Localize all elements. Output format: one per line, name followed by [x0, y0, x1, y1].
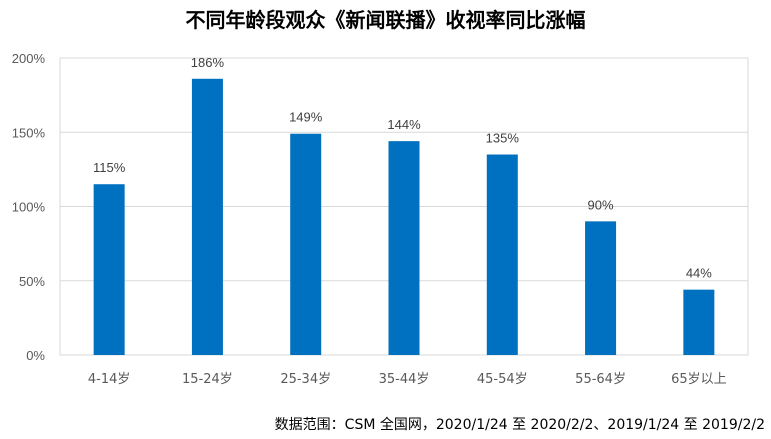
data-label: 90% — [588, 197, 614, 212]
data-label: 44% — [686, 266, 712, 281]
bar — [683, 289, 715, 355]
bar — [290, 133, 322, 355]
x-axis-categories: 4-14岁 15-24岁 25-34岁 35-44岁 45-54岁 55-64岁 65岁以上 — [88, 372, 727, 387]
bar — [486, 154, 518, 355]
bar — [585, 221, 617, 355]
data-label: 144% — [387, 117, 421, 132]
y-tick-label: 50% — [19, 274, 45, 289]
x-category-label: 65岁以上 — [671, 372, 727, 387]
data-label: 135% — [486, 131, 520, 146]
x-category-label: 35-44岁 — [379, 372, 430, 387]
x-category-label: 4-14岁 — [88, 372, 131, 387]
y-tick-label: 200% — [12, 51, 46, 66]
chart-title: 不同年龄段观众《新闻联播》收视率同比涨幅 — [185, 8, 586, 32]
data-labels: 115% 186% 149% 144% 135% 90% 44% — [93, 55, 712, 281]
x-category-label: 55-64岁 — [575, 372, 626, 387]
x-category-label: 25-34岁 — [280, 372, 331, 387]
data-label: 186% — [191, 55, 225, 70]
data-label: 115% — [93, 160, 126, 175]
x-category-label: 45-54岁 — [477, 372, 528, 387]
bar — [93, 184, 125, 355]
bar — [191, 78, 223, 355]
y-tick-label: 100% — [12, 200, 46, 215]
y-tick-label: 150% — [12, 125, 46, 140]
y-tick-label: 0% — [26, 348, 45, 363]
source-note: 数据范围：CSM 全国网，2020/1/24 至 2020/2/2、2019/1… — [274, 417, 765, 433]
y-axis-ticks: 0% 50% 100% 150% 200% — [12, 51, 46, 363]
bars — [93, 78, 715, 355]
x-category-label: 15-24岁 — [182, 372, 233, 387]
bar — [388, 141, 420, 355]
data-label: 149% — [289, 110, 323, 125]
